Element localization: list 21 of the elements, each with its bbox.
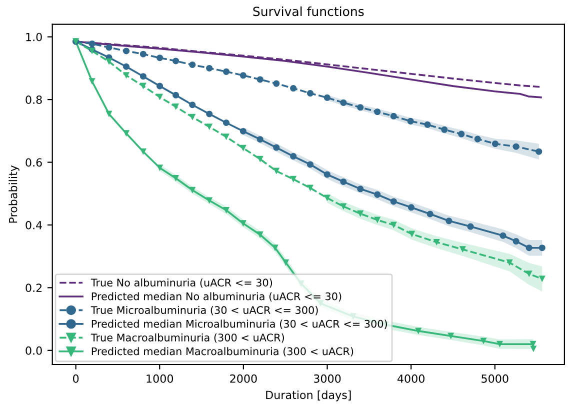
legend-label: True Microalbuminuria (30 < uACR <= 300) [90, 306, 318, 316]
y-tick-label: 0.8 [26, 96, 42, 104]
x-tick-label: 1000 [146, 374, 174, 383]
y-tick-label: 0.4 [26, 220, 42, 230]
x-tick-label: 5000 [482, 374, 508, 383]
legend-label: True Macroalbuminuria (300 < uACR) [90, 333, 284, 343]
y-tick-label: 0.0 [26, 346, 42, 355]
y-tick-label: 0.6 [26, 158, 42, 167]
x-tick-label: 2000 [230, 374, 257, 383]
legend-label: Predicted median Macroalbuminuria (300 < uACR) [92, 347, 354, 356]
y-tick-label: 0.2 [26, 284, 42, 292]
chart-title: Survival functions [253, 6, 364, 16]
x-axis-title: Duration [days] [266, 390, 351, 402]
x-tick-label: 0 [73, 374, 79, 383]
x-tick-label: 3000 [314, 374, 341, 383]
x-tick-label: 4000 [397, 374, 424, 383]
y-tick-label: 1.0 [26, 32, 42, 42]
legend-label: Predicted median No albuminuria (uACR <= 30) [92, 292, 342, 302]
legend-label: Predicted median Microalbuminuria (30 < uACR <= 300) [92, 320, 387, 329]
legend-label: True No albuminuria (uACR <= 30) [90, 278, 272, 288]
y-axis-title: Probability [8, 165, 20, 223]
